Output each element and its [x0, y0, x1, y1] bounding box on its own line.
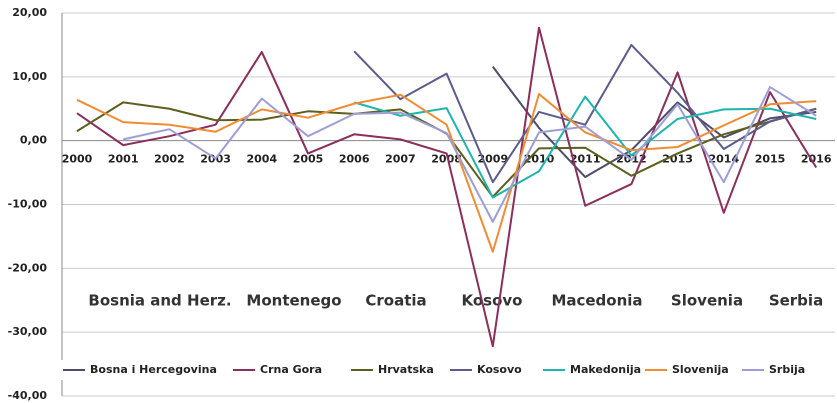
x-tick-label: 2008: [431, 153, 462, 166]
series-line: [353, 95, 817, 199]
x-tick-label: 2006: [339, 153, 370, 166]
x-tick-label: 2001: [108, 153, 139, 166]
y-tick-label: -10,00: [8, 198, 48, 211]
series-line: [122, 86, 817, 223]
legend-label: Crna Gora: [260, 363, 322, 376]
legend-label: Kosovo: [477, 363, 522, 376]
series-line: [353, 43, 817, 184]
legend: [60, 360, 820, 380]
x-tick-label: 2016: [801, 153, 832, 166]
legend-label: Bosna i Hercegovina: [90, 363, 217, 376]
annotation: Serbia: [769, 292, 823, 310]
y-tick-label: 0,00: [20, 134, 47, 147]
legend-label: Srbija: [769, 363, 805, 376]
annotation: Kosovo: [462, 292, 523, 310]
x-tick-label: 2013: [662, 153, 693, 166]
annotation: Bosnia and Herz.: [88, 292, 231, 310]
legend-label: Hrvatska: [378, 363, 434, 376]
x-tick-label: 2004: [246, 153, 277, 166]
y-tick-label: 10,00: [12, 70, 47, 83]
legend-label: Makedonija: [570, 363, 641, 376]
x-tick-label: 2014: [708, 153, 739, 166]
annotation: Macedonia: [551, 292, 642, 310]
y-tick-label: 20,00: [12, 6, 47, 19]
annotation: Slovenia: [671, 292, 743, 310]
annotation: Montenego: [246, 292, 341, 310]
x-tick-label: 2015: [755, 153, 786, 166]
annotation: Croatia: [365, 292, 426, 310]
y-tick-label: -20,00: [8, 261, 48, 274]
y-tick-label: -40,00: [8, 389, 48, 402]
x-tick-label: 2005: [293, 153, 324, 166]
x-tick-label: 2011: [570, 153, 601, 166]
x-tick-label: 2007: [385, 153, 416, 166]
legend-label: Slovenija: [672, 363, 729, 376]
x-tick-label: 2002: [154, 153, 185, 166]
series-line: [76, 93, 817, 253]
y-tick-label: -30,00: [8, 325, 48, 338]
x-tick-label: 2000: [62, 153, 93, 166]
